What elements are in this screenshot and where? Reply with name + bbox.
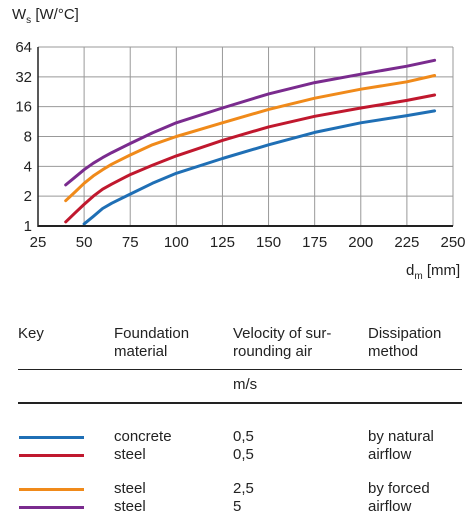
x-axis-label: dm [mm] — [406, 262, 461, 282]
table-header-key: Key — [18, 325, 44, 342]
y-tick-label: 2 — [24, 188, 32, 205]
y-tick-label: 32 — [15, 69, 32, 86]
key-line-1 — [19, 436, 84, 439]
x-tick-label: 250 — [440, 234, 465, 251]
table-divider — [18, 369, 462, 370]
table-header-foundation: Foundation material — [114, 325, 190, 360]
x-tick-label: 100 — [164, 234, 189, 251]
series-line-4 — [64, 58, 437, 187]
key-line-4 — [19, 506, 84, 509]
table-unit-velocity: m/s — [233, 376, 258, 393]
table-header-dissipation: Dissipation method — [368, 325, 442, 360]
x-tick-label: 175 — [302, 234, 327, 251]
row-1-material: concrete — [114, 428, 172, 445]
row-3-method: by forced — [368, 480, 430, 497]
y-tick-label: 64 — [15, 39, 32, 56]
y-tick-label: 1 — [24, 218, 32, 235]
x-tick-label: 25 — [30, 234, 47, 251]
x-tick-label: 50 — [76, 234, 93, 251]
row-4-method: airflow — [368, 498, 412, 515]
chart-series — [64, 58, 437, 226]
table-divider-thick — [18, 402, 462, 404]
chart-axes — [37, 47, 453, 227]
row-2-velocity: 0,5 — [233, 446, 254, 463]
row-1-velocity: 0,5 — [233, 428, 254, 445]
series-line-2 — [64, 93, 437, 224]
x-tick-label: 125 — [210, 234, 235, 251]
series-line-1 — [82, 109, 437, 226]
table-header-velocity: Velocity of sur-rounding air — [233, 325, 332, 360]
x-tick-label: 75 — [122, 234, 139, 251]
row-4-velocity: 5 — [233, 498, 242, 515]
x-tick-label: 150 — [256, 234, 281, 251]
chart-grid — [37, 46, 454, 227]
chart-plot: 25 50 75 100 125 150 175 200 225 250 1 2 4 8 16 32 64 — [15, 39, 465, 251]
row-3-velocity: 2,5 — [233, 480, 254, 497]
row-1-method: by natural — [368, 428, 434, 445]
row-2-method: airflow — [368, 446, 412, 463]
x-tick-label: 200 — [348, 234, 373, 251]
row-3-material: steel — [114, 480, 146, 497]
series-line-3 — [64, 74, 437, 203]
key-line-2 — [19, 454, 84, 457]
key-line-3 — [19, 488, 84, 491]
chart-tick-labels: 25 50 75 100 125 150 175 200 225 250 1 2 4 8 16 32 64 — [15, 39, 465, 251]
row-4-material: steel — [114, 498, 146, 515]
y-tick-label: 16 — [15, 99, 32, 116]
y-axis-label: Ws [W/°C] — [12, 6, 79, 26]
x-tick-label: 225 — [394, 234, 419, 251]
y-tick-label: 8 — [24, 129, 32, 146]
row-2-material: steel — [114, 446, 146, 463]
y-tick-label: 4 — [24, 158, 32, 175]
